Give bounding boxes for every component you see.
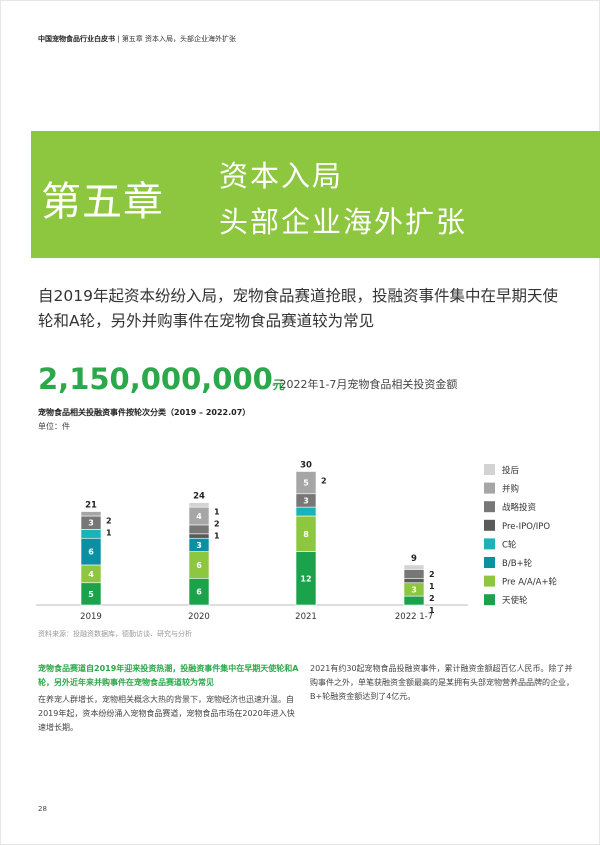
legend-label-B/B+轮: B/B+轮	[502, 558, 533, 569]
legend-label-投后: 投后	[502, 465, 520, 476]
right-body-text: 2021有约30起宠物食品投融资事件，累计融资金额超百亿人民币。除了并购事件之外…	[310, 664, 574, 701]
data-label-2022 1-7-Pre A/A/A+轮: 3	[411, 585, 417, 594]
side-label-2020-0: 1	[214, 508, 220, 517]
bar-segment-2020-战略投资	[188, 524, 210, 535]
side-label-2022 1-7-0: 2	[429, 570, 435, 579]
legend-swatch-并购	[484, 482, 495, 494]
data-label-2020-天使轮: 6	[196, 588, 202, 597]
total-label-2022 1-7: 9	[411, 554, 417, 564]
legend-label-并购: 并购	[502, 484, 519, 495]
legend-swatch-C轮	[484, 538, 495, 550]
data-label-2019-天使轮: 5	[88, 590, 94, 599]
total-label-2019: 21	[85, 501, 97, 511]
legend-label-C轮: C轮	[502, 539, 517, 550]
data-label-2021-Pre A/A/A+轮: 8	[303, 530, 309, 539]
side-label-2022 1-7-3: 1	[429, 606, 435, 615]
highlight-text: 宠物食品赛道自2019年迎来投资热潮，投融资事件集中在早期天使轮和A轮，另外近年…	[38, 664, 299, 687]
side-label-2019-1: 1	[106, 529, 112, 538]
data-label-2020-Pre A/A/A+轮: 6	[196, 561, 202, 570]
legend-label-Pre A/A/A+轮: Pre A/A/A+轮	[502, 577, 558, 588]
chapter-title-line1: 资本入局	[219, 159, 344, 193]
data-label-2021-战略投资: 3	[303, 496, 309, 505]
left-column: 宠物食品赛道自2019年迎来投资热潮，投融资事件集中在早期天使轮和A轮，另外近年…	[38, 662, 300, 735]
bar-segment-2020-Pre-IPO/IPO	[188, 533, 210, 539]
running-header: 中国宠物食品行业白皮书 | 第五章 资本入局，头部企业海外扩张	[38, 34, 236, 44]
chapter-banner: 第五章 资本入局 头部企业海外扩张	[31, 131, 600, 258]
bar-segment-2022 1-7-Pre-IPO/IPO	[403, 578, 425, 584]
book-title: 中国宠物食品行业白皮书	[38, 35, 115, 43]
side-label-2020-2: 1	[214, 532, 220, 541]
bar-segment-2019-C轮	[80, 529, 102, 539]
investment-amount: 2,150,000,000元	[38, 362, 285, 396]
data-label-2019-Pre A/A/A+轮: 4	[88, 570, 94, 579]
legend-label-战略投资: 战略投资	[502, 502, 537, 513]
legend-swatch-B/B+轮	[484, 557, 495, 568]
header-separator: |	[115, 35, 122, 43]
data-label-2019-B/B+轮: 6	[88, 548, 94, 557]
header-section: 第五章 资本入局，头部企业海外扩张	[121, 35, 237, 43]
data-label-2020-并购: 4	[196, 512, 202, 521]
chart-title: 宠物食品相关投融资事件按轮次分类（2019 – 2022.07）	[38, 408, 251, 417]
side-label-2022 1-7-2: 2	[429, 594, 435, 603]
left-body-text: 在养宠人群增长，宠物相关概念大热的背景下，宠物经济也迅速升温。自2019年起，资…	[38, 695, 295, 732]
legend-swatch-投后	[484, 464, 495, 475]
legend-swatch-天使轮	[484, 594, 495, 606]
bar-segment-2021-C轮	[295, 506, 317, 517]
data-label-2021-并购: 5	[303, 479, 309, 488]
side-label-2020-1: 2	[214, 520, 220, 529]
total-label-2021: 30	[300, 461, 312, 471]
right-column: 2021有约30起宠物食品投融资事件，累计融资金额超百亿人民币。除了并购事件之外…	[310, 662, 575, 704]
side-label-2022 1-7-1: 1	[429, 582, 435, 591]
chart-unit-label: 单位：件	[38, 422, 70, 431]
legend-swatch-战略投资	[484, 501, 495, 513]
bar-segment-2019-并购	[80, 511, 102, 517]
tick-label-2022 1-7: 2022 1-7	[395, 612, 433, 620]
side-label-2021-0: 2	[321, 477, 327, 486]
bar-segment-2022 1-7-天使轮	[403, 595, 425, 606]
bar-segment-2020-投后	[188, 502, 210, 508]
bar-segment-2022 1-7-投后	[403, 564, 425, 570]
investment-note: - 2022年1-7月宠物食品相关投资金额	[272, 378, 458, 391]
legend-label-天使轮: 天使轮	[502, 595, 528, 606]
legend-label-Pre-IPO/IPO: Pre-IPO/IPO	[502, 522, 550, 532]
tick-label-2019: 2019	[80, 612, 102, 620]
data-label-2019-战略投资: 3	[88, 519, 94, 528]
legend-swatch-Pre-IPO/IPO	[484, 519, 495, 531]
chapter-number: 第五章	[41, 179, 164, 225]
investment-unit: 元	[272, 378, 285, 392]
chapter-title-line2: 头部企业海外扩张	[219, 205, 468, 239]
page-number: 28	[38, 805, 47, 813]
bar-segment-2021-并购	[295, 471, 317, 495]
intro-paragraph: 自2019年起资本纷纷入局，宠物食品赛道抢眼，投融资事件集中在早期天使轮和A轮，…	[38, 287, 558, 330]
bar-segment-2022 1-7-战略投资	[403, 569, 425, 579]
side-label-2019-0: 2	[106, 517, 112, 526]
investment-value: 2,150,000,000	[38, 362, 273, 396]
tick-label-2020: 2020	[188, 612, 210, 620]
total-label-2020: 24	[193, 492, 205, 502]
source-note: 资料来源：投融资数据库，德勤访谈、研究与分析	[38, 630, 192, 638]
data-label-2021-天使轮: 12	[300, 574, 311, 583]
legend-swatch-Pre A/A/A+轮	[484, 575, 495, 587]
data-label-2020-B/B+轮: 3	[196, 541, 202, 550]
tick-label-2021: 2021	[295, 612, 317, 620]
